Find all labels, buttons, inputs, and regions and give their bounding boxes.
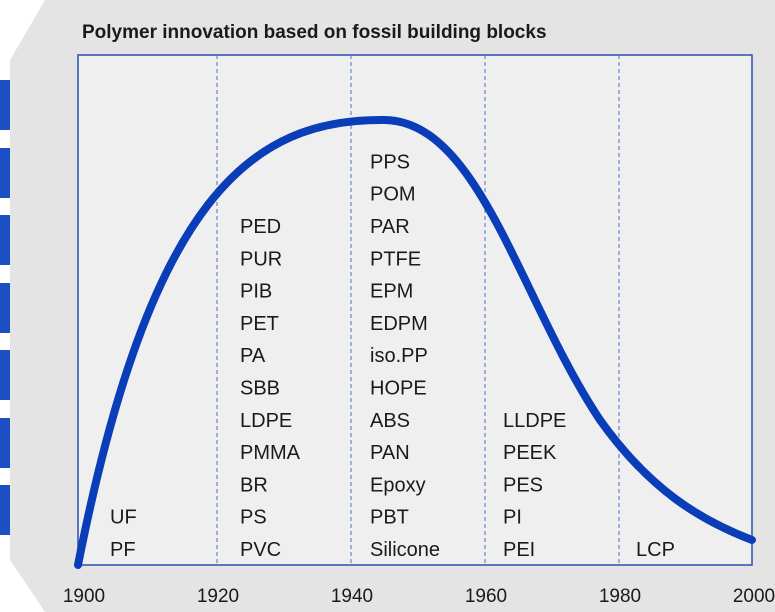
polymer-label: SBB bbox=[240, 378, 280, 400]
side-tab bbox=[0, 283, 10, 333]
polymer-label: PAR bbox=[370, 216, 410, 238]
side-tabs bbox=[0, 80, 10, 535]
polymer-label: PIB bbox=[240, 281, 272, 303]
x-label: 1920 bbox=[197, 586, 239, 607]
polymer-label: UF bbox=[110, 507, 137, 529]
polymer-label: PS bbox=[240, 507, 267, 529]
x-label: 1980 bbox=[599, 586, 641, 607]
polymer-label: HOPE bbox=[370, 378, 427, 400]
dividers bbox=[216, 55, 620, 565]
x-label: 2000 bbox=[733, 586, 775, 607]
polymer-label: EPM bbox=[370, 281, 413, 303]
side-tab bbox=[0, 80, 10, 130]
x-label: 1900 bbox=[63, 586, 105, 607]
polymer-label: PBT bbox=[370, 507, 409, 529]
polymer-label: PEEK bbox=[503, 442, 557, 464]
side-tab bbox=[0, 418, 10, 468]
polymer-label: Silicone bbox=[370, 539, 440, 561]
polymer-label: PI bbox=[503, 507, 522, 529]
polymer-label: iso.PP bbox=[370, 345, 428, 367]
polymer-label: PED bbox=[240, 216, 281, 238]
side-tab bbox=[0, 350, 10, 400]
x-label: 1940 bbox=[331, 586, 373, 607]
polymer-label: ABS bbox=[370, 410, 410, 432]
side-tab bbox=[0, 148, 10, 198]
labels: UF PF PED PUR PIB PET PA SBB LDPE PMMA BR PS PVC PPS P… bbox=[63, 151, 775, 607]
side-tab bbox=[0, 485, 10, 535]
polymer-label: PAN bbox=[370, 442, 410, 464]
polymer-label: PET bbox=[240, 313, 279, 335]
polymer-label: BR bbox=[240, 474, 268, 496]
x-label: 1960 bbox=[465, 586, 507, 607]
polymer-label: PUR bbox=[240, 248, 282, 270]
polymer-label: PES bbox=[503, 474, 543, 496]
polymer-label: LCP bbox=[636, 539, 675, 561]
polymer-label: LDPE bbox=[240, 410, 292, 432]
polymer-label: LLDPE bbox=[503, 410, 566, 432]
polymer-label: POM bbox=[370, 184, 416, 206]
polymer-label: PPS bbox=[370, 151, 410, 173]
polymer-label: PEI bbox=[503, 539, 535, 561]
plot-area bbox=[77, 54, 753, 566]
polymer-label: EDPM bbox=[370, 313, 428, 335]
side-tab bbox=[0, 215, 10, 265]
innovation-curve bbox=[74, 115, 756, 569]
polymer-label: PVC bbox=[240, 539, 281, 561]
polymer-label: PMMA bbox=[240, 442, 301, 464]
polymer-label: PF bbox=[110, 539, 136, 561]
polymer-label: Epoxy bbox=[370, 474, 426, 496]
title: Polymer innovation based on fossil build… bbox=[82, 22, 547, 43]
polymer-label: PTFE bbox=[370, 248, 421, 270]
polymer-label: PA bbox=[240, 345, 266, 367]
